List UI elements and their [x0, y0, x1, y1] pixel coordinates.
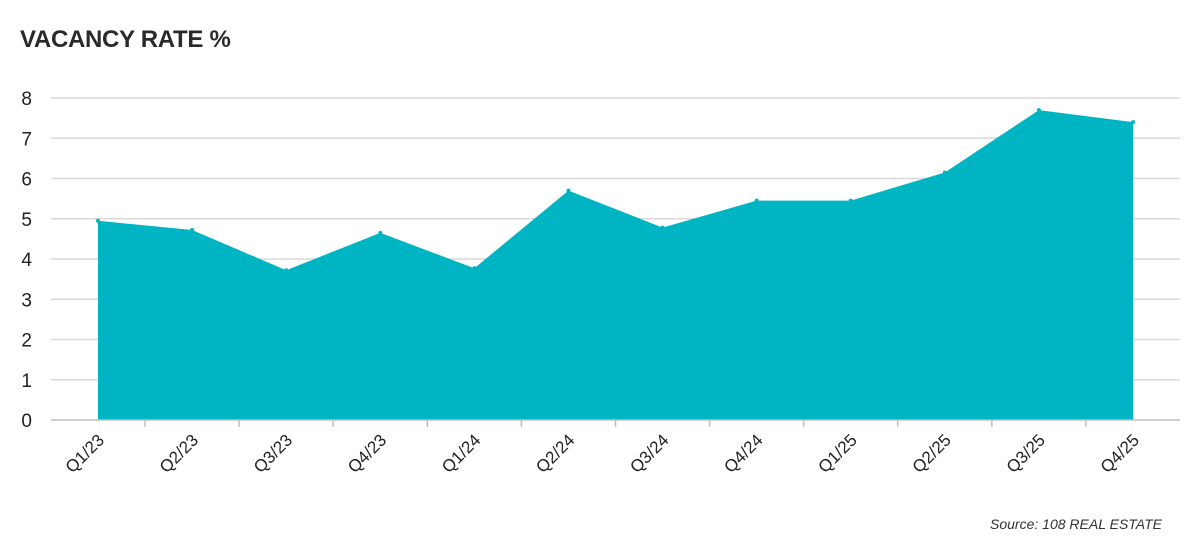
data-point-q3-23 — [284, 268, 289, 273]
x-tick-label: Q1/23 — [62, 431, 108, 477]
y-tick-label: 6 — [21, 170, 32, 191]
y-tick-label: 8 — [21, 89, 32, 110]
x-tick-label: Q4/25 — [1097, 431, 1143, 477]
x-tick-label: Q1/25 — [815, 431, 861, 477]
y-tick-label: 2 — [21, 331, 32, 352]
data-point-q4-23 — [378, 230, 383, 235]
x-tick-label: Q3/25 — [1003, 431, 1049, 477]
y-tick-label: 5 — [21, 210, 32, 231]
x-tick-label: Q3/24 — [626, 431, 672, 477]
axes — [51, 419, 1180, 427]
x-tick-labels: Q1/23 Q2/23 Q3/23 Q4/23 Q1/24 Q2/24 Q3/24 Q4/24… — [62, 431, 1143, 477]
x-tick-label: Q2/24 — [532, 431, 578, 477]
data-point-q4-24 — [754, 198, 759, 203]
data-point-q2-25 — [942, 170, 947, 175]
chart-title: VACANCY RATE % — [20, 26, 231, 53]
source-note: Source: 108 REAL ESTATE — [990, 516, 1162, 532]
data-point-q1-23 — [96, 218, 100, 223]
data-point-q1-25 — [848, 198, 853, 203]
data-point-q3-24 — [660, 225, 665, 230]
y-tick-labels: 0 1 2 3 4 5 6 7 8 — [21, 89, 32, 432]
y-tick-label: 1 — [21, 371, 32, 392]
data-point-q1-24 — [472, 266, 477, 271]
data-point-q4-25 — [1131, 120, 1135, 125]
x-tick-label: Q1/24 — [438, 431, 484, 477]
y-tick-label: 4 — [21, 250, 32, 271]
data-point-q2-23 — [190, 228, 195, 233]
x-tick-label: Q4/23 — [344, 431, 390, 477]
area-series — [96, 108, 1135, 420]
x-tick-label: Q2/25 — [909, 431, 955, 477]
x-tick-label: Q2/23 — [156, 431, 202, 477]
y-tick-label: 3 — [21, 290, 32, 311]
x-tick-label: Q3/23 — [250, 431, 296, 477]
y-tick-label: 7 — [21, 129, 32, 150]
x-tick-label: Q4/24 — [720, 431, 766, 477]
y-tick-label: 0 — [21, 411, 32, 432]
data-point-q2-24 — [566, 188, 571, 193]
vacancy-area — [98, 110, 1133, 420]
data-point-q3-25 — [1036, 108, 1041, 113]
